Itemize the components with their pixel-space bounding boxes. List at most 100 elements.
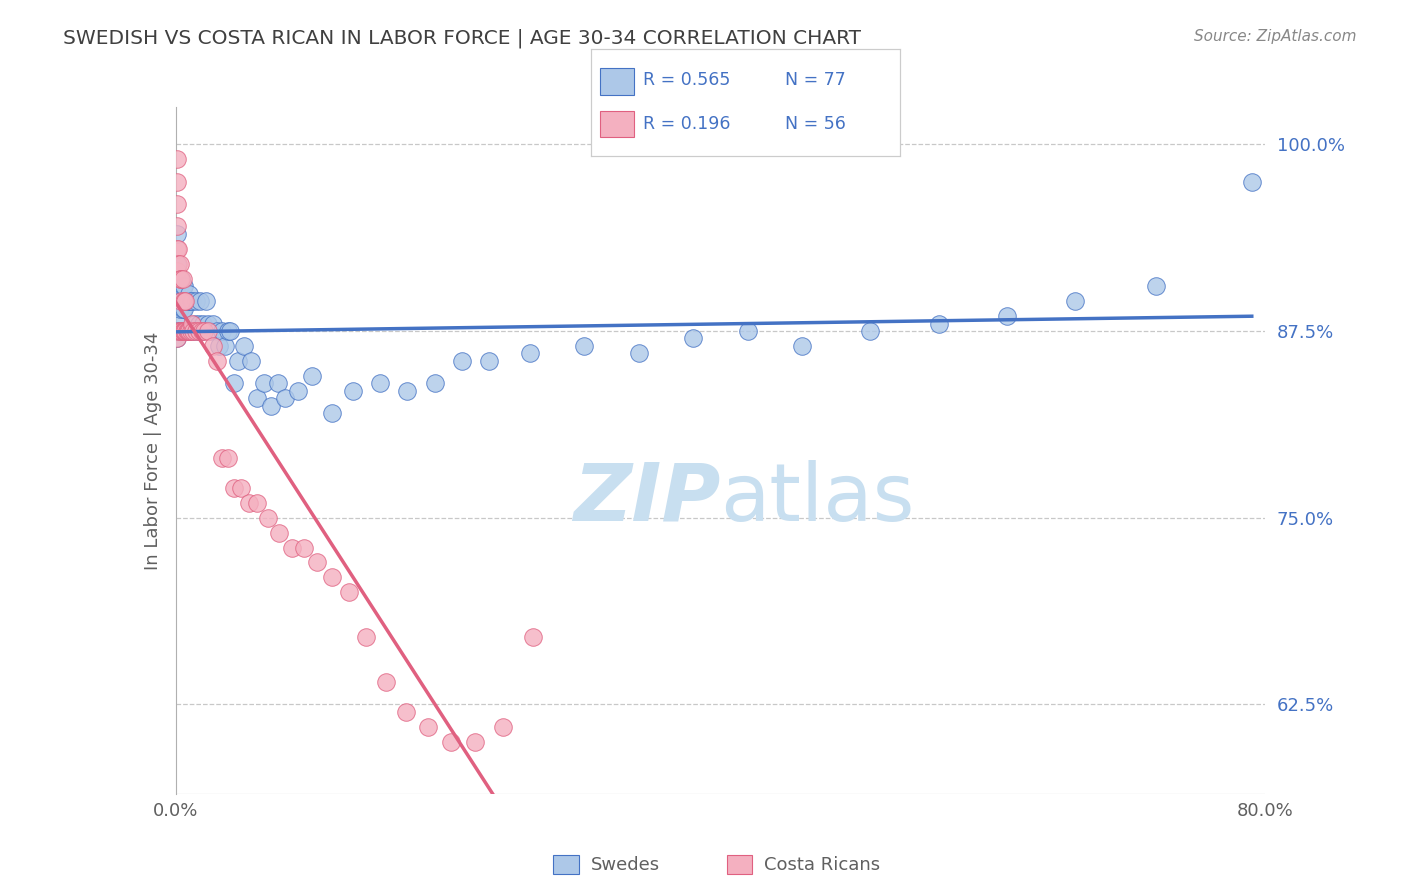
Point [174,324,197,338]
Point [172,301,194,316]
Point [166,175,188,189]
Point [197,317,219,331]
Point [193,324,215,338]
Point [478,354,501,368]
Bar [600,111,634,137]
Point [682,331,704,345]
Point [170,324,193,338]
Point [307,556,329,570]
Point [183,324,205,338]
Point [191,317,214,331]
Point [257,510,280,524]
Point [172,279,194,293]
Point [423,376,446,391]
Point [792,339,814,353]
Point [627,346,650,360]
Text: Swedes: Swedes [591,855,659,873]
Point [190,324,212,338]
Point [287,384,309,398]
Point [374,674,396,689]
Text: Costa Ricans: Costa Ricans [763,855,880,873]
Point [246,391,269,405]
Point [172,271,194,285]
Point [201,339,224,353]
Point [416,720,439,734]
Point [167,271,190,285]
Point [180,294,202,309]
Point [519,346,541,360]
Point [239,354,262,368]
Point [450,354,472,368]
Point [166,286,188,301]
Point [197,324,219,338]
Text: SWEDISH VS COSTA RICAN IN LABOR FORCE | AGE 30-34 CORRELATION CHART: SWEDISH VS COSTA RICAN IN LABOR FORCE | … [63,29,862,48]
Point [201,317,224,331]
Point [188,294,211,309]
Point [211,450,233,465]
Point [217,324,239,338]
Point [177,324,200,338]
Text: atlas: atlas [721,459,915,538]
Point [269,525,291,540]
Bar [727,855,752,874]
Point [166,227,188,241]
Point [169,324,191,338]
Point [186,294,208,309]
Point [464,734,486,748]
Point [174,324,197,338]
Point [169,324,191,338]
Point [187,324,209,338]
Point [737,324,759,338]
Point [274,391,297,405]
Point [186,324,209,338]
Point [167,242,190,256]
Point [211,324,233,338]
Point [260,399,283,413]
Point [267,376,290,391]
Point [166,317,188,331]
Point [194,294,217,309]
Text: R = 0.196: R = 0.196 [643,115,731,133]
Point [190,324,212,338]
Point [167,294,190,309]
Point [1240,175,1263,189]
Point [169,257,191,271]
Point [176,324,198,338]
Point [231,481,253,495]
Point [173,279,195,293]
Point [928,317,950,331]
Text: ZIP: ZIP [574,459,721,538]
Point [208,339,231,353]
Point [395,705,418,719]
Point [173,294,195,309]
Point [170,324,193,338]
Point [440,734,463,748]
Point [292,541,315,555]
Point [396,384,419,398]
Point [492,720,515,734]
Point [170,294,193,309]
Y-axis label: In Labor Force | Age 30-34: In Labor Force | Age 30-34 [143,331,162,570]
Point [205,354,228,368]
Point [166,197,188,211]
Point [169,271,191,285]
Point [321,406,343,420]
Point [169,279,191,293]
Point [166,264,188,278]
Point [995,309,1018,323]
Text: N = 56: N = 56 [786,115,846,133]
Text: R = 0.565: R = 0.565 [643,71,731,89]
Point [176,324,198,338]
Point [181,317,204,331]
Point [246,496,269,510]
Point [228,354,250,368]
Point [1144,279,1167,293]
Point [342,384,364,398]
Point [179,324,201,338]
Point [337,585,360,599]
Point [181,294,204,309]
Point [205,324,228,338]
Point [170,294,193,309]
Point [522,630,544,644]
Point [198,324,221,338]
